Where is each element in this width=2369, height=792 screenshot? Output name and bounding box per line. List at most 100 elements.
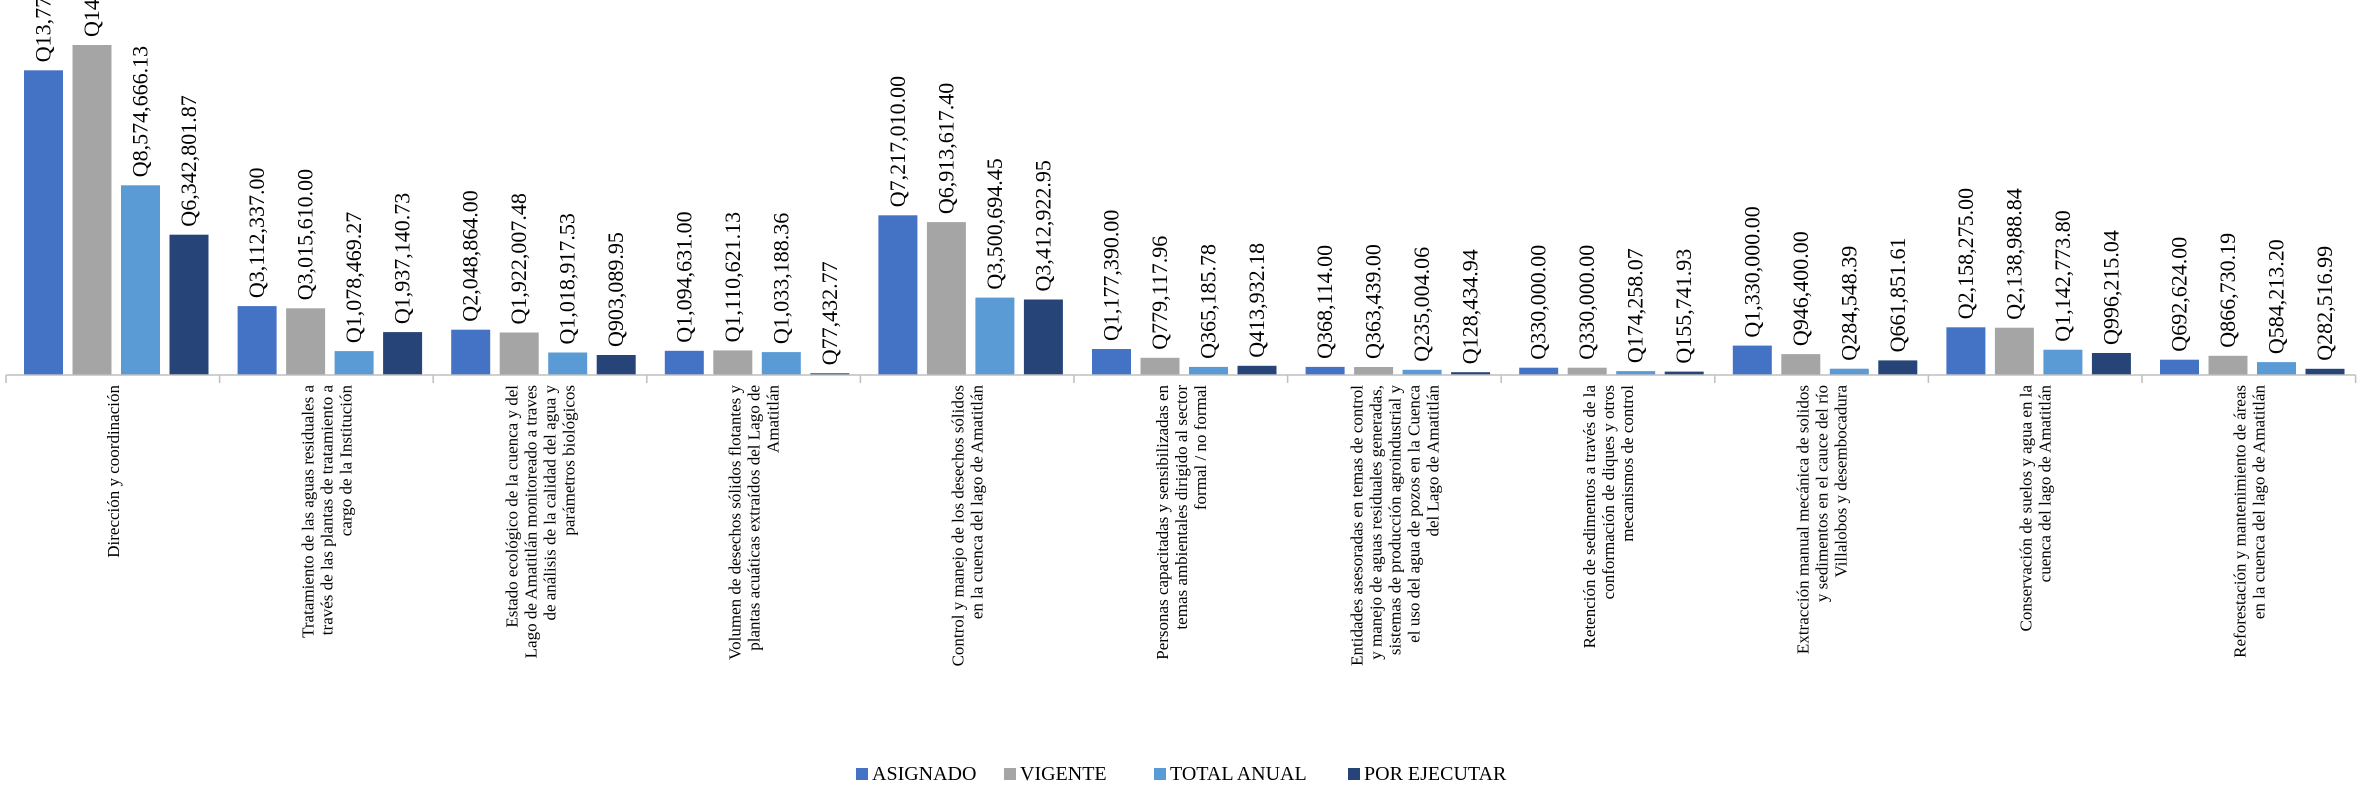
data-label: Q3,112,337.00 [244, 168, 269, 299]
bar-total-anual-2 [548, 352, 588, 375]
bar-total-anual-9 [2043, 349, 2083, 375]
category-label-line: en la cuenca del lago de Amatitlán [2249, 385, 2268, 620]
category-label-line: mecanismos de control [1618, 385, 1637, 542]
category-label-line: Entidades asesoradas en temas de control [1347, 385, 1366, 666]
data-label: Q1,033,188.36 [768, 213, 793, 344]
data-label: Q692,624.00 [2167, 237, 2192, 352]
data-label: Q235,004.06 [1409, 247, 1434, 362]
data-label: Q155,741.93 [1671, 249, 1696, 364]
data-label: Q1,018,917.53 [555, 213, 580, 344]
data-label: Q6,913,617.40 [933, 83, 958, 214]
data-label: Q1,922,007.48 [506, 193, 531, 324]
category-label-0: Dirección y coordinación [104, 385, 123, 558]
data-label: Q365,185.78 [1196, 244, 1221, 359]
category-label-line: Extracción manual mecánica de solidos [1794, 385, 1813, 654]
legend-item-vigente: VIGENTE [1004, 763, 1107, 785]
bar-vigente-3 [713, 350, 753, 375]
legend-item-total-anual: TOTAL ANUAL [1154, 763, 1307, 785]
bar-por-ejecutar-8 [1878, 360, 1918, 375]
bar-por-ejecutar-0 [169, 234, 209, 375]
data-label: Q330,000.00 [1526, 245, 1551, 360]
data-label: Q996,215.04 [2098, 230, 2123, 345]
data-label: Q284,548.39 [1836, 246, 1861, 361]
data-label: Q1,094,631.00 [671, 211, 696, 342]
data-label: Q368,114.00 [1312, 245, 1337, 359]
bar-total-anual-10 [2257, 362, 2296, 375]
data-label: Q128,434.94 [1458, 249, 1483, 364]
data-label: Q1,937,140.73 [390, 193, 415, 324]
bar-por-ejecutar-1 [383, 332, 423, 375]
category-label-line: Villalobos y desembocadura [1832, 385, 1851, 578]
data-labels-layer: Q13,774,755.00 Q14,917,468.00 Q8,574,666.1… [31, 0, 2338, 365]
category-labels-layer: Dirección y coordinación Tratamiento de l… [104, 385, 2269, 667]
data-label: Q14,917,468.00 [79, 0, 104, 37]
category-label-line: conformación de diques y otros [1599, 385, 1618, 599]
data-label: Q413,932.18 [1244, 243, 1269, 358]
bar-total-anual-6 [1402, 369, 1442, 375]
data-label: Q903,089.95 [603, 232, 628, 347]
bar-asignado-6 [1305, 366, 1345, 375]
legend-label: TOTAL ANUAL [1170, 763, 1307, 785]
category-label-1: Tratamiento de las aguas residuales a tra… [298, 385, 355, 638]
category-label-line: en la cuenca del lago de Amatitlán [968, 385, 987, 620]
category-label-line: el uso del agua de pozos en la Cuenca [1404, 385, 1423, 643]
data-label: Q282,516.99 [2312, 246, 2337, 361]
legend: ASIGNADO VIGENTE TOTAL ANUAL POR EJECUTAR [856, 763, 1507, 785]
category-label-line: cargo de la Institución [336, 385, 355, 537]
data-label: Q866,730.19 [2215, 233, 2240, 348]
data-label: Q584,213.20 [2264, 239, 2289, 354]
category-label-5: Personas capacitadas y sensibilizadas en… [1153, 385, 1210, 660]
data-label: Q1,078,469.27 [341, 212, 366, 343]
bar-vigente-2 [499, 332, 539, 375]
bar-total-anual-8 [1829, 368, 1869, 375]
category-label-line: Amatitlán [764, 385, 783, 453]
bar-total-anual-0 [121, 185, 160, 375]
category-label-line: formal / no formal [1191, 385, 1210, 510]
category-label-10: Reforestación y mantenimiento de áreas en… [2230, 385, 2268, 658]
data-label: Q3,015,610.00 [293, 169, 318, 300]
legend-swatch [856, 768, 868, 780]
data-label: Q2,158,275.00 [1953, 188, 1978, 319]
bar-asignado-10 [2160, 359, 2199, 375]
data-label: Q330,000.00 [1574, 245, 1599, 360]
bar-vigente-9 [1994, 327, 2034, 375]
bar-vigente-4 [926, 222, 966, 375]
data-label: Q8,574,666.13 [128, 46, 153, 177]
legend-swatch [1154, 768, 1166, 780]
legend-label: ASIGNADO [872, 763, 976, 785]
category-label-line: y manejo de aguas residuales generadas, [1366, 385, 1385, 660]
data-label: Q946,400.00 [1788, 231, 1813, 346]
category-label-line: del Lago de Amatitlán [1423, 385, 1442, 537]
bar-asignado-0 [24, 70, 63, 376]
bar-asignado-9 [1946, 327, 1986, 375]
data-label: Q1,142,773.80 [2050, 210, 2075, 341]
category-label-line: parámetros biológicos [560, 385, 579, 536]
legend-swatch [1004, 768, 1016, 780]
bar-asignado-8 [1732, 345, 1772, 375]
bar-por-ejecutar-10 [2305, 368, 2345, 375]
data-label: Q77,432.77 [817, 261, 842, 365]
data-label: Q2,138,988.84 [2001, 188, 2026, 319]
bar-total-anual-5 [1189, 366, 1228, 375]
category-label-2: Estado ecológico de la cuenca y del Lago … [503, 385, 579, 659]
category-label-line: Dirección y coordinación [104, 385, 123, 558]
category-label-8: Extracción manual mecánica de solidos y s… [1794, 385, 1851, 655]
data-label: Q1,110,621.13 [720, 212, 745, 343]
data-label: Q13,774,755.00 [31, 0, 56, 62]
legend-item-por-ejecutar: POR EJECUTAR [1348, 763, 1507, 785]
category-label-line: Control y manejo de los desechos sólidos [949, 385, 968, 666]
bar-por-ejecutar-3 [810, 373, 850, 375]
bar-asignado-4 [878, 215, 918, 375]
legend-item-asignado: ASIGNADO [856, 763, 976, 785]
bar-asignado-7 [1519, 367, 1559, 375]
bar-por-ejecutar-9 [2091, 353, 2131, 375]
category-label-line: Lago de Amatitlán monitoreado a traves [522, 385, 541, 658]
bars-layer [24, 45, 2345, 376]
category-label-line: y sedimentos en el cauce del río [1813, 385, 1832, 602]
data-label: Q174,258.07 [1623, 248, 1648, 363]
legend-label: VIGENTE [1020, 763, 1107, 785]
bar-por-ejecutar-4 [1023, 299, 1063, 375]
